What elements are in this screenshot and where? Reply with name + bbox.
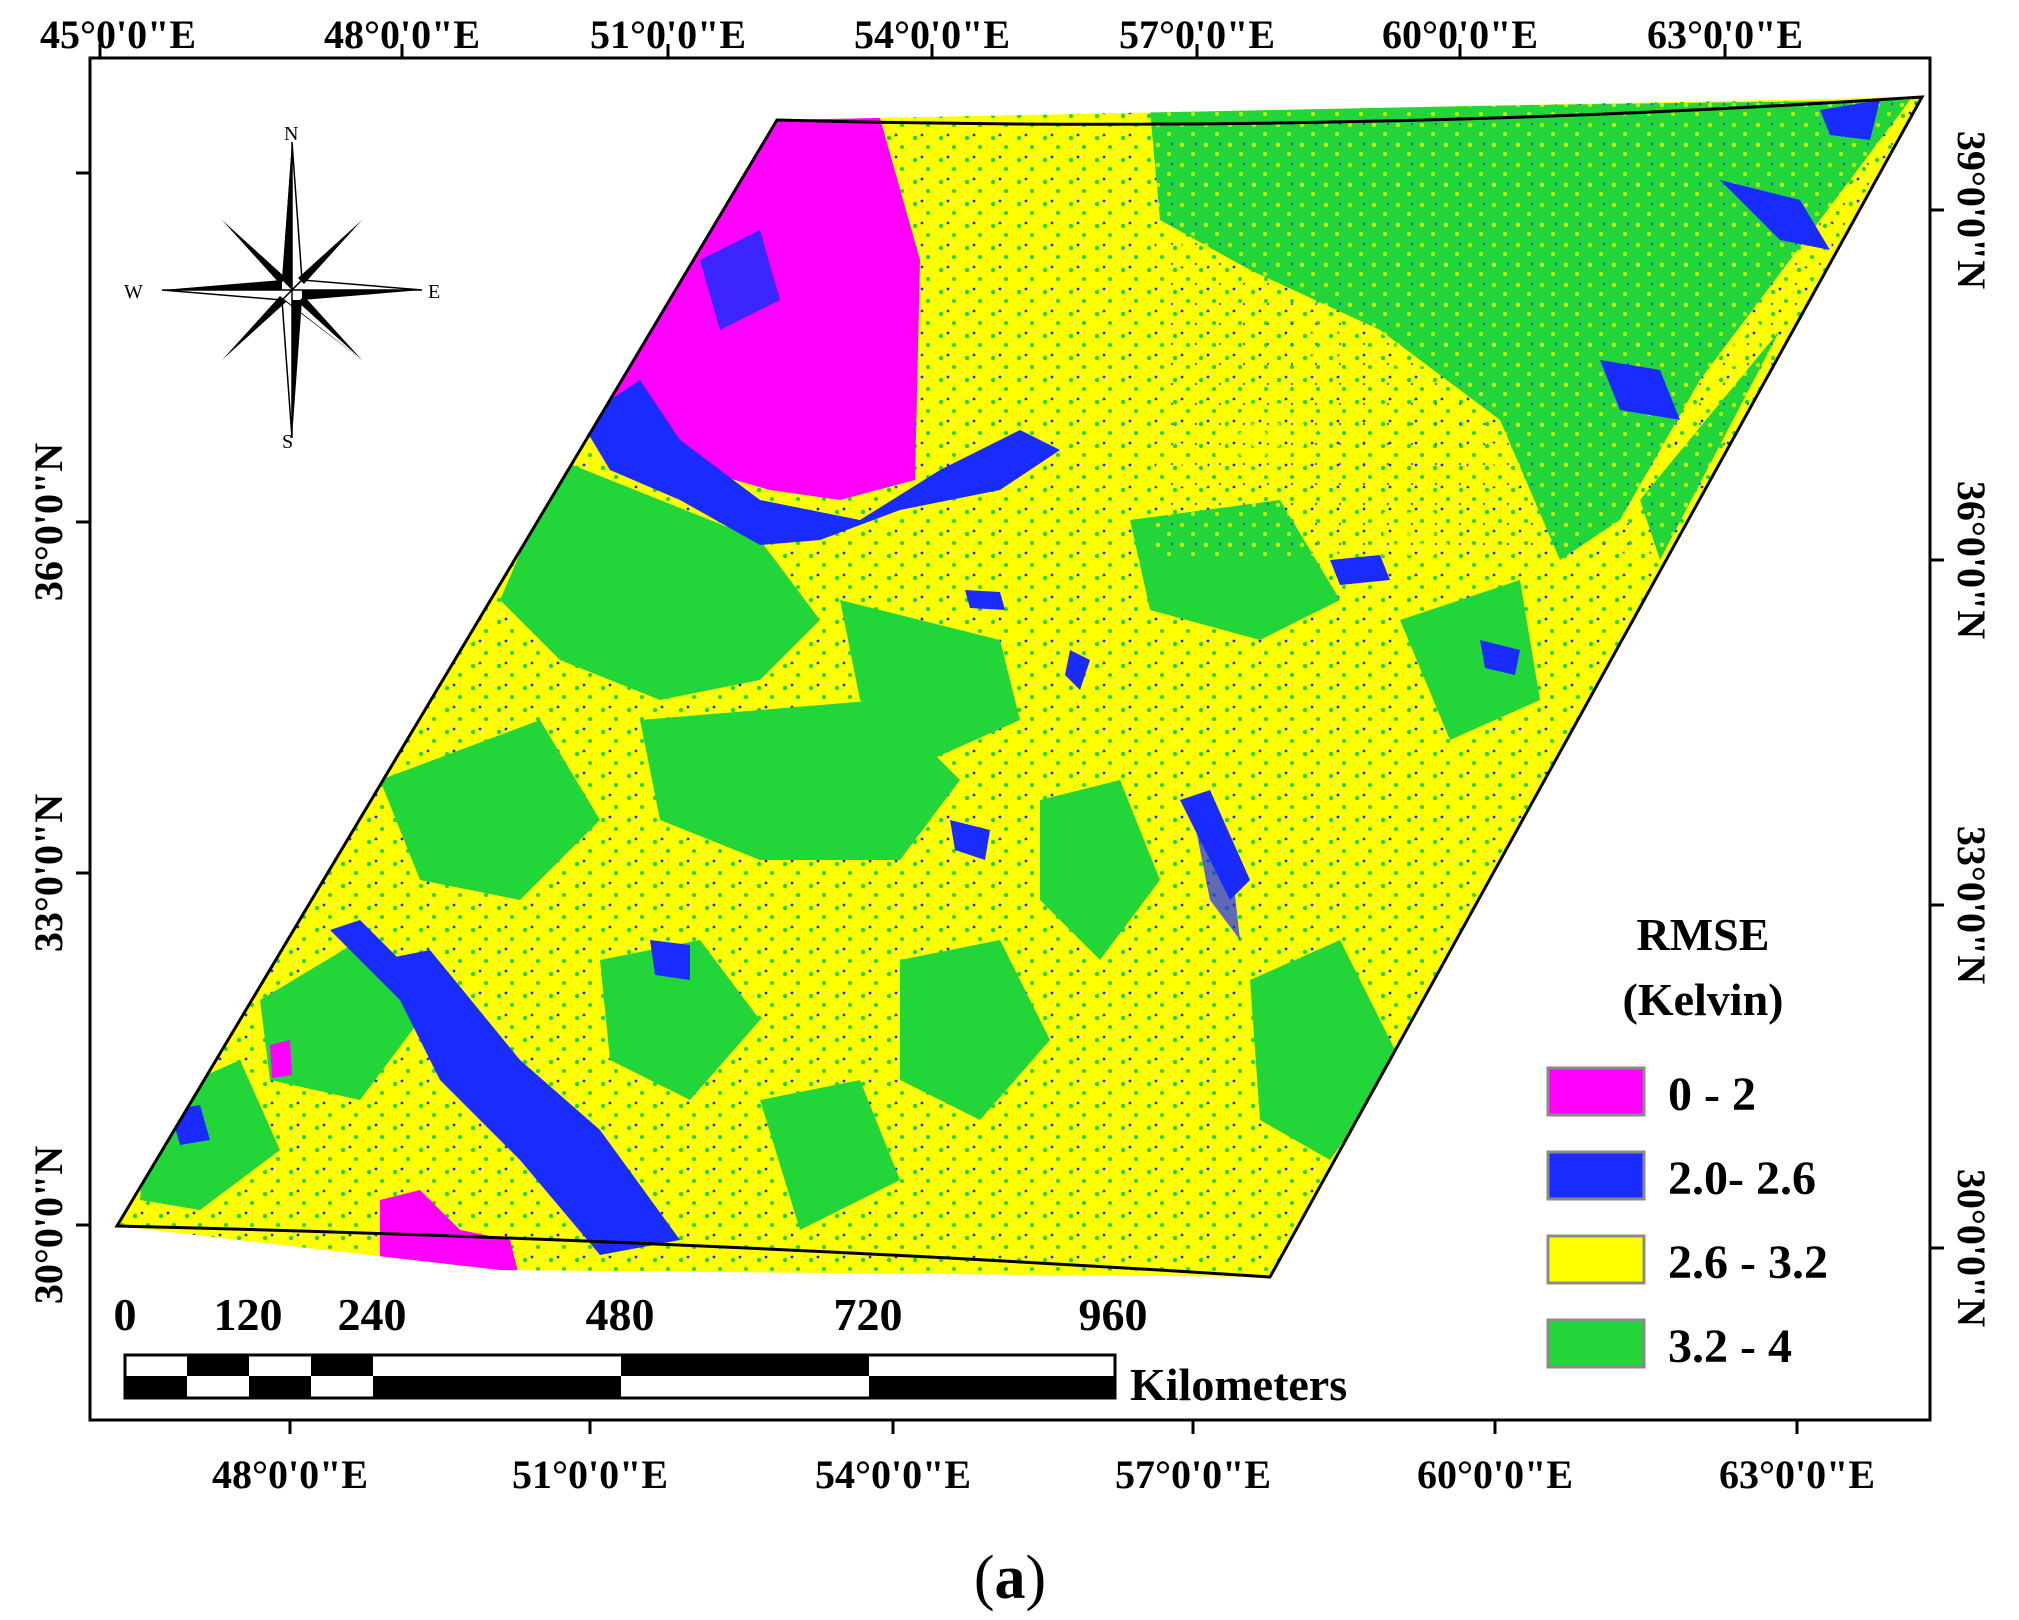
scale-tick-label: 720 xyxy=(834,1289,903,1340)
lat-left-label: 33°0'0"N xyxy=(26,794,71,952)
lat-left-label: 30°0'0"N xyxy=(26,1146,71,1304)
frame-ticks xyxy=(76,44,1944,1434)
caption-letter: a xyxy=(995,1544,1026,1612)
left-latitude-labels: 36°0'0"N 33°0'0"N 30°0'0"N xyxy=(26,443,71,1304)
right-latitude-labels: 39°0'0"N 36°0'0"N 33°0'0"N 30°0'0"N xyxy=(1949,131,1994,1327)
compass-s-label: S xyxy=(282,431,293,453)
lon-top-label: 63°0'0"E xyxy=(1647,12,1803,57)
legend: RMSE (Kelvin) 0 - 2 2.0- 2.6 2.6 - 3.2 3… xyxy=(1546,909,1828,1373)
legend-swatch-blue xyxy=(1546,1150,1646,1201)
figure-caption: (a) xyxy=(974,1544,1046,1612)
lon-bottom-label: 63°0'0"E xyxy=(1719,1452,1875,1497)
lon-top-label: 51°0'0"E xyxy=(590,12,746,57)
lat-right-label: 36°0'0"N xyxy=(1949,481,1994,639)
caption-open-paren: ( xyxy=(974,1544,995,1612)
bottom-longitude-labels: 48°0'0"E 51°0'0"E 54°0'0"E 57°0'0"E 60°0… xyxy=(212,1452,1875,1497)
legend-swatch-green xyxy=(1546,1318,1646,1369)
caption-close-paren: ) xyxy=(1026,1544,1047,1612)
legend-title: RMSE xyxy=(1637,909,1770,960)
scale-tick-label: 480 xyxy=(586,1289,655,1340)
lon-top-label: 57°0'0"E xyxy=(1119,12,1275,57)
legend-item-label: 2.0- 2.6 xyxy=(1668,1152,1816,1205)
compass-e-label: E xyxy=(428,281,440,303)
legend-swatch-magenta xyxy=(1546,1066,1646,1117)
legend-item-label: 0 - 2 xyxy=(1668,1068,1756,1121)
lon-bottom-label: 57°0'0"E xyxy=(1115,1452,1271,1497)
legend-subtitle: (Kelvin) xyxy=(1623,974,1784,1025)
lon-bottom-label: 51°0'0"E xyxy=(512,1452,668,1497)
compass-w-label: W xyxy=(124,281,143,303)
blue-zones xyxy=(170,100,1880,1255)
lon-top-label: 60°0'0"E xyxy=(1382,12,1538,57)
lon-top-label: 54°0'0"E xyxy=(854,12,1010,57)
north-arrow-compass: N S E W xyxy=(124,123,440,453)
lon-bottom-label: 54°0'0"E xyxy=(815,1452,971,1497)
lon-bottom-label: 48°0'0"E xyxy=(212,1452,368,1497)
map-outline xyxy=(114,95,1925,1279)
top-longitude-labels: 45°0'0"E 48°0'0"E 51°0'0"E 54°0'0"E 57°0… xyxy=(40,12,1803,57)
lon-top-label: 45°0'0"E xyxy=(40,12,196,57)
legend-item-label: 2.6 - 3.2 xyxy=(1668,1236,1828,1289)
compass-n-label: N xyxy=(284,123,298,145)
legend-item-label: 3.2 - 4 xyxy=(1668,1320,1792,1373)
scale-tick-label: 960 xyxy=(1079,1289,1148,1340)
scale-tick-label: 240 xyxy=(338,1289,407,1340)
scale-tick-label: 0 xyxy=(114,1289,137,1340)
lon-top-label: 48°0'0"E xyxy=(324,12,480,57)
lat-left-label: 36°0'0"N xyxy=(26,443,71,601)
lat-right-label: 33°0'0"N xyxy=(1949,826,1994,984)
scale-tick-label: 120 xyxy=(214,1289,283,1340)
lat-right-label: 30°0'0"N xyxy=(1949,1169,1994,1327)
lat-right-label: 39°0'0"N xyxy=(1949,131,1994,289)
legend-swatch-yellow xyxy=(1546,1234,1646,1285)
scale-bar: 0 120 240 480 720 960 Kilometers xyxy=(114,1289,1348,1410)
scale-unit-label: Kilometers xyxy=(1130,1359,1347,1410)
lon-bottom-label: 60°0'0"E xyxy=(1417,1452,1573,1497)
